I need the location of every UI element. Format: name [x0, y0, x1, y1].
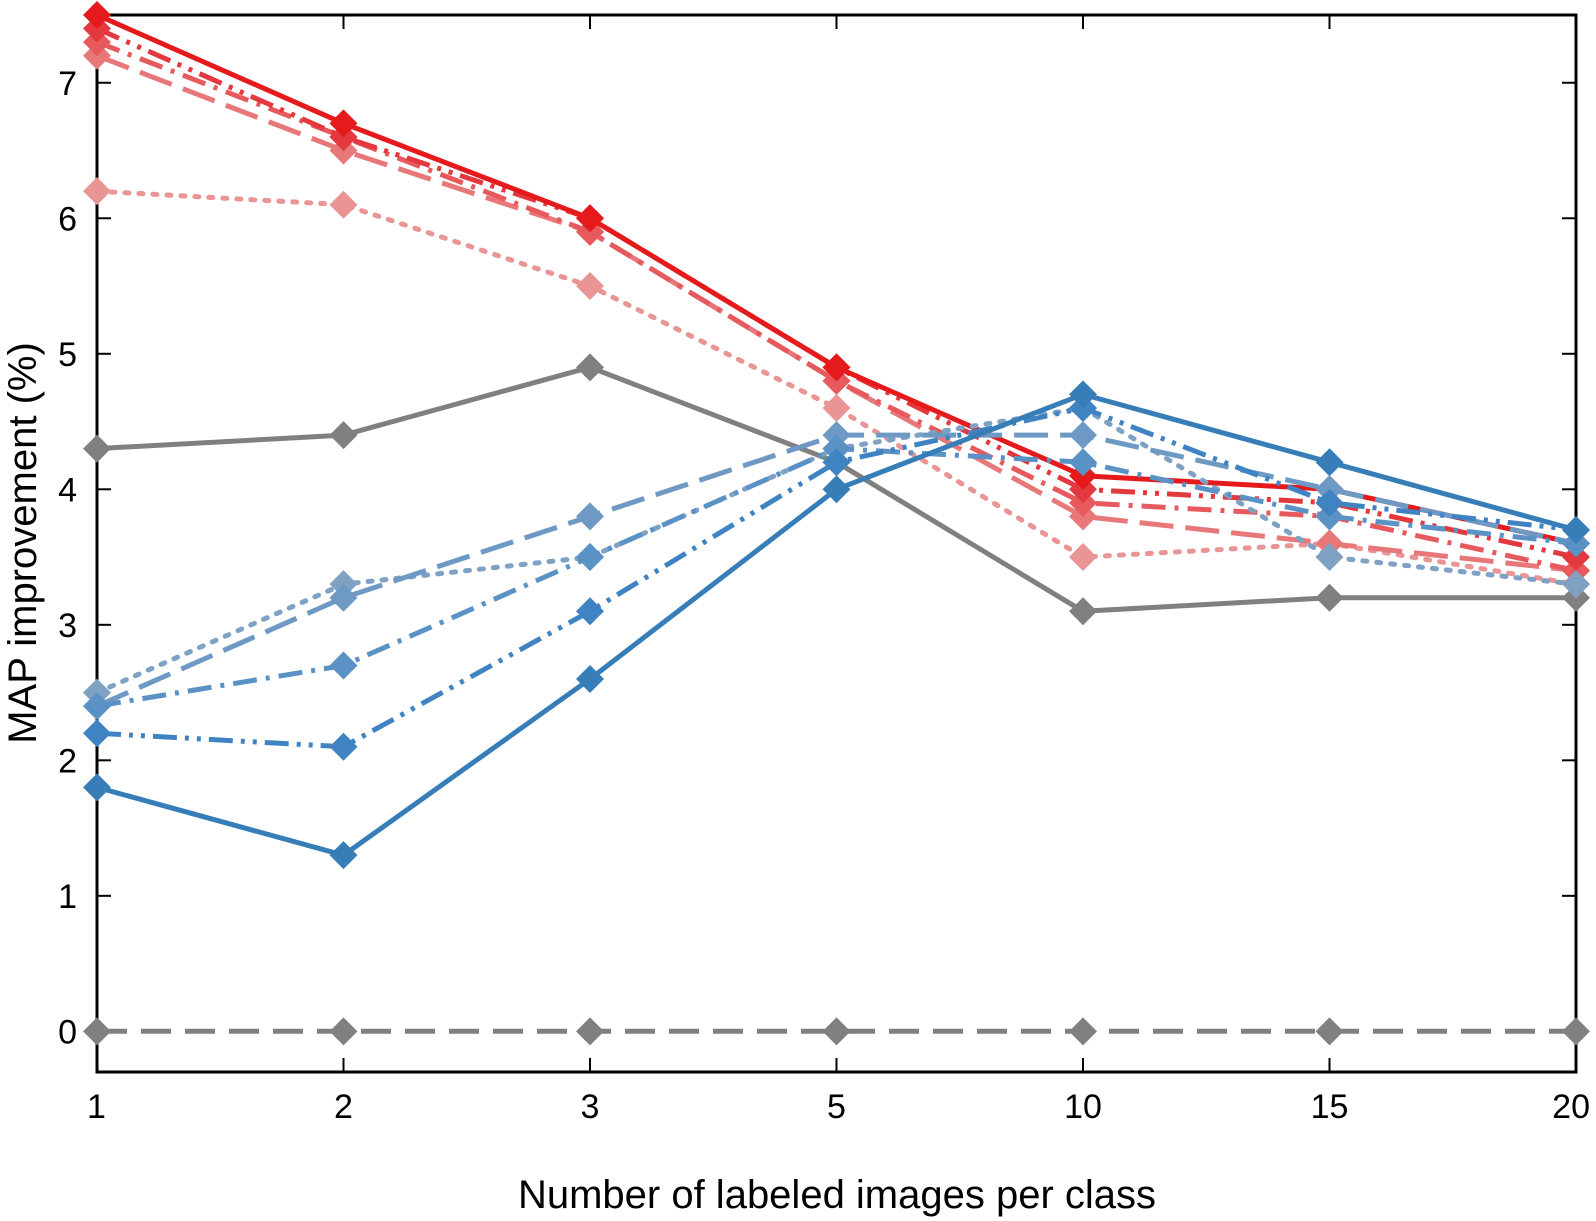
data-point-marker	[329, 841, 358, 870]
data-point-marker	[822, 353, 851, 382]
data-point-marker	[83, 1017, 111, 1046]
data-point-marker	[83, 177, 111, 206]
data-point-marker	[576, 543, 604, 572]
x-tick-label: 2	[334, 1088, 353, 1126]
x-tick-label: 1	[87, 1088, 106, 1126]
data-point-marker	[83, 773, 111, 802]
y-tick-label: 4	[58, 471, 77, 509]
data-point-marker	[83, 1, 111, 29]
data-point-marker	[329, 190, 358, 219]
data-point-marker	[1069, 597, 1097, 626]
data-point-marker	[1069, 421, 1097, 450]
data-point-marker	[329, 583, 358, 612]
y-tick-label: 2	[58, 742, 77, 780]
data-point-marker	[576, 597, 604, 626]
x-tick-label: 10	[1064, 1088, 1102, 1126]
data-point-marker	[1315, 488, 1344, 517]
y-axis-ticks: 0 1 2 3 4 5 6 7	[58, 65, 1576, 1051]
data-point-marker	[576, 204, 604, 233]
plot-frame	[95, 13, 1578, 1074]
data-point-marker	[329, 109, 358, 138]
data-point-marker	[1562, 515, 1590, 544]
y-tick-label: 1	[58, 878, 77, 916]
data-point-marker	[822, 1017, 851, 1046]
y-axis-label: MAP improvement (%)	[1, 342, 45, 744]
data-point-marker	[329, 1017, 358, 1046]
data-point-marker	[1315, 543, 1344, 572]
x-tick-label: 20	[1552, 1088, 1590, 1126]
data-point-marker	[1562, 1017, 1590, 1046]
data-point-marker	[1315, 448, 1344, 477]
series-11	[83, 380, 1590, 870]
x-tick-label: 5	[827, 1088, 846, 1126]
y-tick-label: 5	[58, 336, 77, 374]
data-point-marker	[822, 475, 851, 504]
data-point-marker	[1315, 1017, 1344, 1046]
data-point-marker	[83, 434, 111, 463]
data-point-marker	[1315, 583, 1344, 612]
data-point-marker	[83, 719, 111, 748]
data-point-marker	[576, 665, 604, 694]
data-point-marker	[822, 393, 851, 422]
x-axis-label: Number of labeled images per class	[518, 1173, 1156, 1217]
data-point-marker	[822, 448, 851, 477]
data-point-marker	[1069, 543, 1097, 572]
data-point-marker	[576, 502, 604, 531]
x-tick-label: 3	[581, 1088, 600, 1126]
data-point-marker	[1069, 448, 1097, 477]
data-point-marker	[1069, 1017, 1097, 1046]
y-tick-label: 0	[58, 1013, 77, 1051]
data-point-marker	[83, 692, 111, 721]
x-tick-label: 15	[1311, 1088, 1349, 1126]
data-point-marker	[576, 272, 604, 301]
series-10	[83, 393, 1590, 761]
y-tick-label: 7	[58, 65, 77, 103]
data-point-marker	[329, 651, 358, 680]
series-layer	[83, 1, 1590, 1046]
data-point-marker	[576, 1017, 604, 1046]
series-1	[83, 1017, 1590, 1046]
data-point-marker	[329, 732, 358, 761]
data-point-marker	[1562, 570, 1590, 599]
data-point-marker	[1069, 380, 1097, 409]
data-point-marker	[576, 353, 604, 382]
y-tick-label: 3	[58, 607, 77, 645]
x-axis-ticks: 1 2 3 5 10 15 20	[87, 15, 1590, 1126]
data-point-marker	[329, 421, 358, 450]
y-tick-label: 6	[58, 200, 77, 238]
